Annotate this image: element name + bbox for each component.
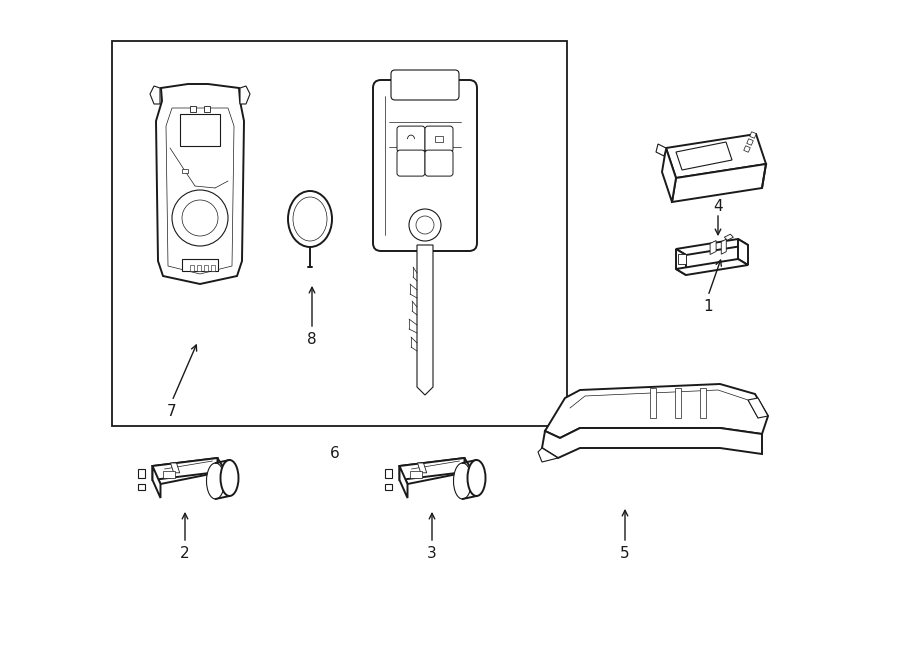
Polygon shape [721, 239, 726, 254]
Polygon shape [417, 245, 433, 395]
Polygon shape [240, 86, 250, 104]
Polygon shape [738, 239, 748, 265]
Bar [410, 471, 421, 478]
FancyBboxPatch shape [425, 126, 453, 152]
Bar [750, 132, 756, 138]
Polygon shape [400, 458, 464, 480]
Text: 4: 4 [713, 198, 723, 214]
FancyBboxPatch shape [425, 150, 453, 176]
Polygon shape [650, 388, 656, 418]
Bar [112, 41, 567, 426]
Polygon shape [150, 86, 160, 104]
Text: 6: 6 [330, 446, 340, 461]
Bar [190, 265, 194, 271]
Bar [197, 265, 201, 271]
Bar [747, 139, 753, 145]
Polygon shape [666, 134, 766, 178]
Polygon shape [418, 463, 427, 473]
Circle shape [409, 209, 441, 241]
Ellipse shape [288, 191, 332, 247]
Polygon shape [400, 466, 408, 498]
Bar [435, 136, 443, 142]
Ellipse shape [220, 460, 238, 496]
Text: 2: 2 [180, 545, 190, 561]
Polygon shape [384, 484, 392, 490]
Bar [190, 106, 196, 112]
Polygon shape [676, 259, 748, 275]
Polygon shape [676, 142, 732, 170]
Polygon shape [152, 458, 218, 480]
Polygon shape [138, 469, 145, 478]
Text: 1: 1 [703, 299, 713, 313]
Bar [204, 265, 208, 271]
Polygon shape [700, 388, 706, 418]
Polygon shape [400, 458, 473, 484]
Polygon shape [152, 458, 226, 484]
Ellipse shape [293, 197, 327, 241]
Text: 7: 7 [167, 403, 176, 418]
Polygon shape [138, 484, 145, 490]
Bar [182, 169, 188, 173]
Polygon shape [152, 466, 160, 498]
FancyBboxPatch shape [397, 126, 425, 152]
Text: 8: 8 [307, 332, 317, 346]
Polygon shape [675, 388, 681, 418]
Polygon shape [170, 463, 180, 473]
Bar [678, 254, 686, 264]
Ellipse shape [206, 463, 224, 499]
Polygon shape [662, 148, 676, 202]
Text: 3: 3 [428, 545, 436, 561]
FancyBboxPatch shape [373, 80, 477, 251]
Bar [182, 259, 218, 271]
Polygon shape [542, 428, 762, 458]
Polygon shape [672, 164, 766, 202]
Polygon shape [384, 469, 392, 478]
Polygon shape [656, 144, 666, 156]
Circle shape [182, 200, 218, 236]
Bar [211, 265, 215, 271]
Polygon shape [676, 249, 686, 275]
Circle shape [172, 190, 228, 246]
Text: 5: 5 [620, 545, 630, 561]
Polygon shape [676, 239, 748, 255]
Circle shape [416, 216, 434, 234]
Bar [743, 145, 751, 152]
FancyBboxPatch shape [391, 70, 459, 100]
Polygon shape [710, 241, 716, 254]
Polygon shape [724, 234, 733, 240]
Polygon shape [538, 448, 558, 462]
Polygon shape [156, 84, 244, 284]
Ellipse shape [467, 460, 485, 496]
Polygon shape [545, 384, 768, 438]
Bar [204, 106, 210, 112]
FancyBboxPatch shape [397, 150, 425, 176]
Polygon shape [748, 398, 768, 418]
Bar [180, 114, 220, 146]
Ellipse shape [454, 463, 472, 499]
Bar [163, 471, 175, 478]
